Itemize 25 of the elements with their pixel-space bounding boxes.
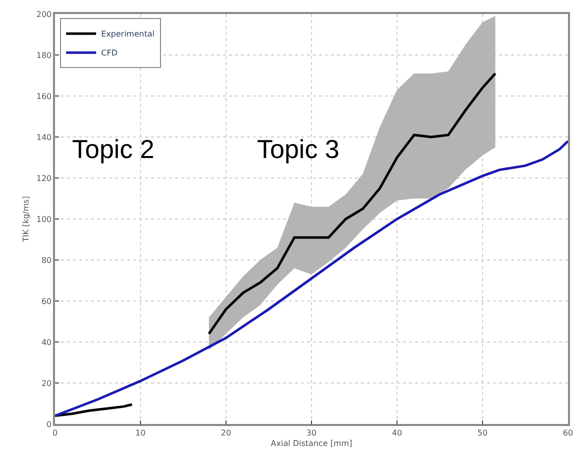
y-tick-label: 180 xyxy=(36,50,52,60)
y-tick-label: 20 xyxy=(41,378,52,388)
annotation: Topic 3 xyxy=(257,134,340,164)
x-tick-label: 0 xyxy=(52,428,58,438)
x-tick-label: 60 xyxy=(562,428,574,438)
y-tick-label: 100 xyxy=(36,214,52,224)
y-tick-label: 0 xyxy=(46,420,52,429)
x-tick-label: 50 xyxy=(477,428,488,438)
legend-label: CFD xyxy=(101,48,118,58)
legend-label: Experimental xyxy=(101,30,154,39)
line-series xyxy=(55,140,568,418)
y-tick-label: 140 xyxy=(36,132,52,142)
x-tick-label: 40 xyxy=(392,428,402,438)
annotation: Topic 2 xyxy=(72,134,154,164)
y-tick-label: 120 xyxy=(36,174,52,183)
y-tick-label: 40 xyxy=(41,338,52,347)
y-tick-label: 160 xyxy=(36,92,52,101)
y-tick-label: 60 xyxy=(41,296,52,306)
y-axis-title: TIK [kg/ms] xyxy=(22,196,31,243)
y-tick-label: 200 xyxy=(36,10,52,19)
x-tick-label: 10 xyxy=(135,428,146,438)
x-tick-label: 30 xyxy=(306,428,317,438)
y-tick-label: 80 xyxy=(41,256,52,265)
x-tick-label: 20 xyxy=(220,428,232,438)
x-axis-title: Axial Distance [mm] xyxy=(270,438,352,448)
